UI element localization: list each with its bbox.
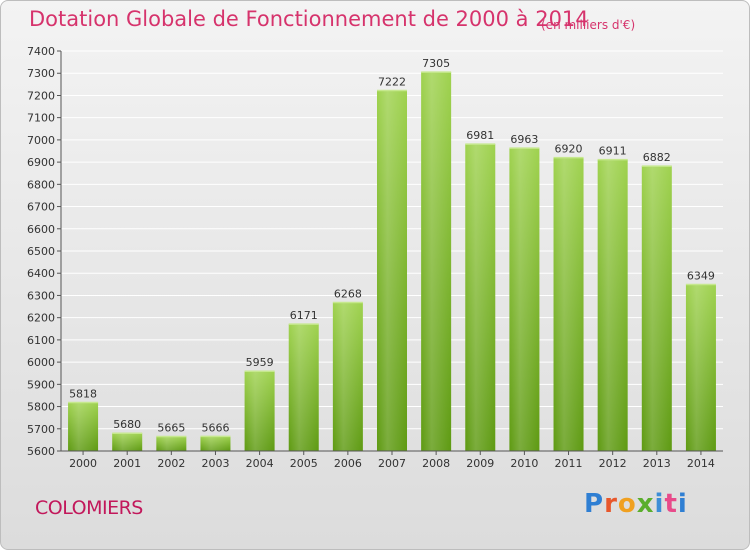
- x-tick-label: 2009: [466, 457, 494, 470]
- bars: 5818 5680 5665 5666 5959 6171 6268 7222 7305 6981…: [68, 57, 716, 452]
- data-label-2007: 7222: [378, 76, 406, 89]
- data-label-2002: 5665: [157, 422, 185, 435]
- bar-shine: [641, 166, 672, 451]
- x-tick-label: 2014: [687, 457, 715, 470]
- x-tick-label: 2005: [290, 457, 318, 470]
- bar-shine: [465, 144, 496, 451]
- bar-shine: [156, 436, 187, 451]
- bar-shine: [288, 324, 319, 451]
- y-tick-label: 6600: [27, 223, 55, 236]
- bar-shine: [509, 148, 540, 451]
- bar-shine: [597, 159, 628, 451]
- y-tick-label: 7000: [27, 134, 55, 147]
- data-label-2005: 6171: [290, 309, 318, 322]
- y-tick-label: 6000: [27, 356, 55, 369]
- y-tick-label: 5700: [27, 423, 55, 436]
- y-tick-label: 6300: [27, 289, 55, 302]
- y-tick-label: 7400: [27, 45, 55, 58]
- proxiti-logo[interactable]: Proxiti: [584, 489, 688, 519]
- x-tick-label: 2003: [201, 457, 229, 470]
- y-tick-label: 7300: [27, 67, 55, 80]
- chart-unit: (en milliers d'€): [541, 18, 636, 32]
- y-tick-label: 7200: [27, 89, 55, 102]
- data-label-2013: 6882: [643, 151, 671, 164]
- x-tick-label: 2011: [555, 457, 583, 470]
- chart-title: Dotation Globale de Fonctionnement de 20…: [29, 7, 589, 31]
- y-axis: 5600 5700 5800 5900 6000 6100 6200 6300 6400 6500…: [27, 45, 62, 458]
- x-tick-label: 2001: [113, 457, 141, 470]
- bar-shine: [332, 302, 363, 451]
- x-tick-label: 2013: [643, 457, 671, 470]
- y-tick-label: 6500: [27, 245, 55, 258]
- x-axis: 2000 2001 2002 2003 2004 2005 2006 2007 2008 2009…: [61, 450, 723, 470]
- bar-shine: [376, 90, 408, 452]
- x-tick-label: 2007: [378, 457, 406, 470]
- data-label-2008: 7305: [422, 57, 450, 70]
- x-tick-label: 2008: [422, 457, 450, 470]
- bar-shine: [200, 436, 231, 451]
- data-label-2003: 5666: [201, 421, 229, 434]
- city-name: COLOMIERS: [35, 497, 143, 519]
- x-tick-label: 2012: [599, 457, 627, 470]
- y-tick-label: 6900: [27, 156, 55, 169]
- bar-shine: [68, 402, 99, 451]
- y-tick-label: 6400: [27, 267, 55, 280]
- y-tick-label: 5900: [27, 378, 55, 391]
- data-label-2012: 6911: [599, 145, 627, 158]
- y-tick-label: 6200: [27, 312, 55, 325]
- bar-shine: [685, 284, 716, 451]
- x-tick-label: 2002: [157, 457, 185, 470]
- data-label-2011: 6920: [555, 143, 583, 156]
- bar-shine: [244, 371, 275, 451]
- y-tick-label: 7100: [27, 112, 55, 125]
- y-tick-label: 6700: [27, 201, 55, 214]
- data-label-2014: 6349: [687, 270, 715, 283]
- y-tick-label: 5800: [27, 401, 55, 414]
- x-tick-label: 2010: [510, 457, 538, 470]
- data-label-2000: 5818: [69, 388, 97, 401]
- bar-shine: [553, 157, 584, 451]
- bar-shine: [421, 72, 452, 451]
- data-label-2009: 6981: [466, 129, 494, 142]
- data-label-2001: 5680: [113, 418, 141, 431]
- data-label-2010: 6963: [510, 133, 538, 146]
- y-tick-label: 5600: [27, 445, 55, 458]
- x-tick-label: 2006: [334, 457, 362, 470]
- y-tick-label: 6800: [27, 178, 55, 191]
- x-tick-label: 2004: [246, 457, 274, 470]
- bar-shine: [112, 433, 143, 451]
- x-tick-label: 2000: [69, 457, 97, 470]
- data-label-2004: 5959: [246, 356, 274, 369]
- data-label-2006: 6268: [334, 288, 362, 301]
- y-tick-label: 6100: [27, 334, 55, 347]
